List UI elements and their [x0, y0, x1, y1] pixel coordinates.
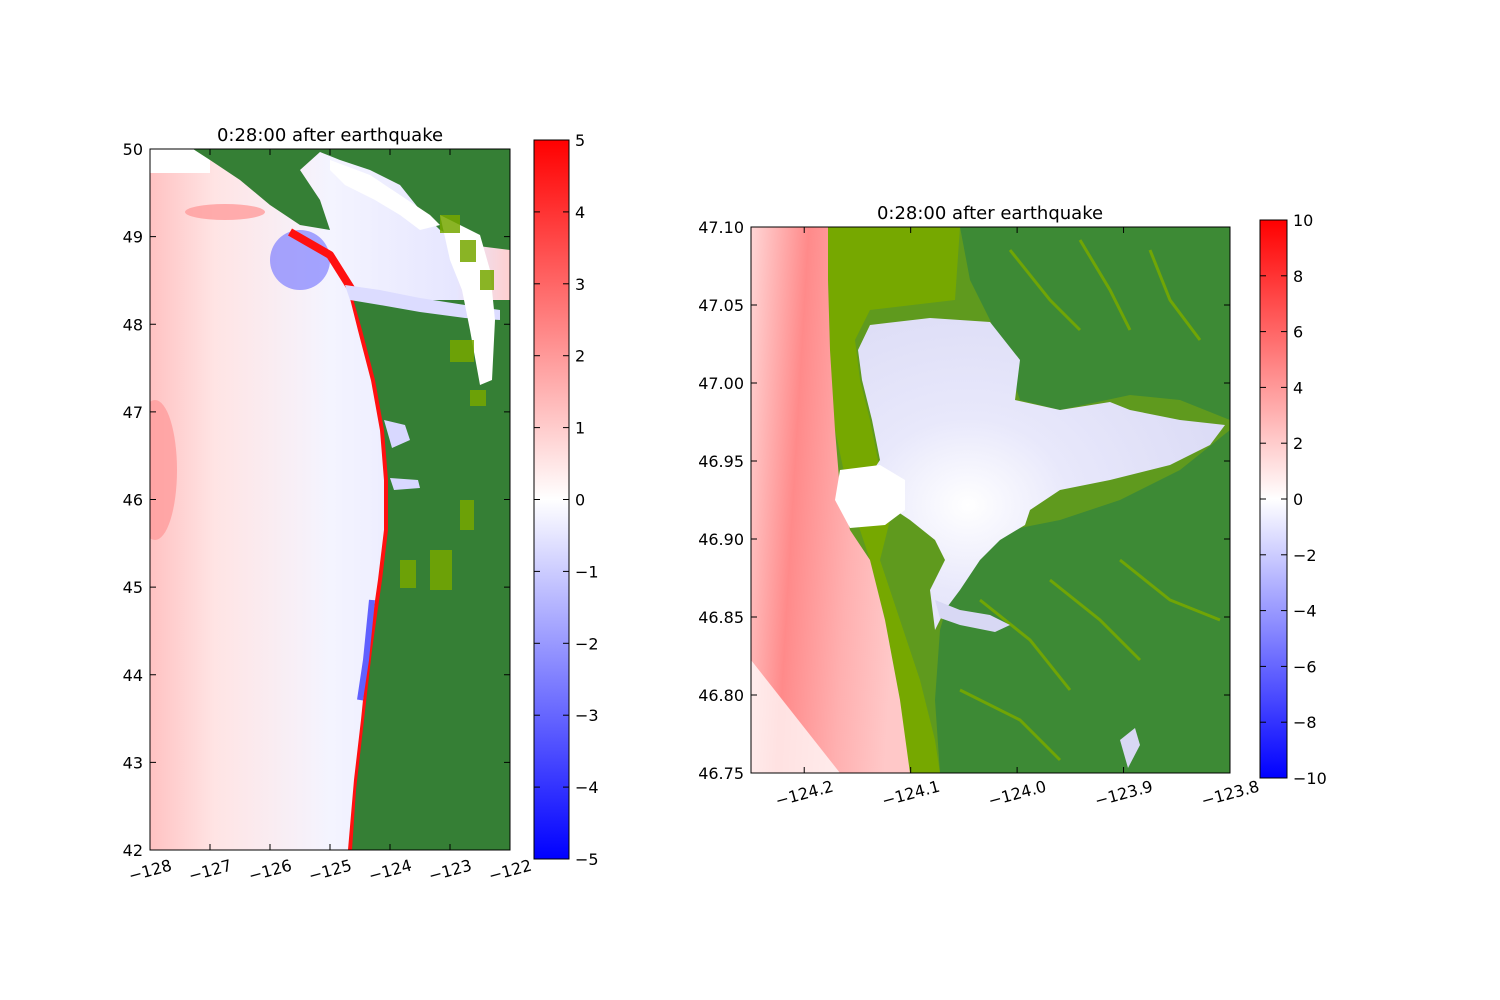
colorbar-tick-label: −3 [575, 706, 599, 725]
panel1-estuary [384, 420, 420, 490]
panel2-title: 0:28:00 after earthquake [877, 203, 1103, 224]
panel2-map [751, 227, 1230, 773]
colorbar-tick-label: 2 [1293, 434, 1303, 453]
colorbar-tick-label: 2 [575, 347, 585, 366]
panel2-frame [750, 226, 1231, 774]
y-tick-label: 44 [123, 666, 143, 685]
colorbar-tick-label: −4 [1293, 602, 1317, 621]
x-tick-label: −123.9 [1093, 777, 1155, 811]
y-tick-label: 46.95 [698, 452, 744, 471]
x-tick-label: −123.8 [1199, 777, 1261, 811]
colorbar-tick-label: 5 [575, 131, 585, 150]
colorbar-tick-label: 0 [1293, 490, 1303, 509]
y-tick-label: 50 [123, 140, 143, 159]
panel1-puget-sound [440, 215, 495, 385]
y-tick-label: 46.75 [698, 764, 744, 783]
panel1-strait [345, 285, 500, 320]
panel1-ocean-pos-patch [150, 400, 177, 540]
colorbar-tick-label: 4 [575, 203, 585, 222]
panel1-coastal-wave-blue [357, 599, 375, 701]
panel2-ridges [959, 239, 1221, 762]
panel2-upland-north [960, 227, 1230, 420]
colorbar-tick-label: −4 [575, 778, 599, 797]
x-tick-label: −122 [486, 856, 533, 886]
y-tick-label: 46 [123, 491, 143, 510]
panel2-bay [858, 318, 1225, 630]
colorbar-tick-label: −10 [1293, 769, 1327, 788]
y-tick-label: 46.85 [698, 608, 744, 627]
panel2-upland-south [935, 430, 1230, 773]
panel1-title: 0:28:00 after earthquake [217, 125, 443, 146]
y-tick-label: 46.90 [698, 530, 744, 549]
panel2-south-channel [935, 600, 1010, 632]
colorbar-tick-label: −2 [1293, 546, 1317, 565]
y-tick-label: 42 [123, 841, 143, 860]
colorbar-tick-label: −5 [575, 850, 599, 869]
y-tick-label: 49 [123, 228, 143, 247]
colorbar-tick-label: −1 [575, 562, 599, 581]
y-tick-label: 47 [123, 403, 143, 422]
x-tick-label: −124.0 [986, 777, 1048, 811]
panel2-colorbar-ticks: 10 8 6 4 2 0 −2 −4 −6 −8 −10 [1260, 211, 1327, 788]
colorbar-tick-label: 1 [575, 419, 585, 438]
x-tick-label: −127 [186, 856, 233, 886]
colorbar-tick-label: −8 [1293, 713, 1317, 732]
panel1-ocean-pos-patch-north [185, 204, 265, 220]
colorbar-tick-label: 0 [575, 491, 585, 510]
panel2-ocean-corner [751, 660, 840, 773]
x-tick-label: −124.2 [773, 777, 835, 811]
y-tick-label: 47.00 [698, 374, 744, 393]
x-tick-label: −124.1 [880, 777, 942, 811]
y-tick-label: 45 [123, 578, 143, 597]
colorbar-tick-label: 6 [1293, 323, 1303, 342]
panel-left: 0:28:00 after earthquake [123, 125, 599, 885]
panel1-colorbar-ticks: 5 4 3 2 1 0 −1 −2 −3 −4 −5 [534, 131, 599, 869]
colorbar-tick-label: 8 [1293, 267, 1303, 286]
x-tick-label: −124 [366, 856, 413, 886]
panel1-sound-north [330, 160, 440, 230]
y-tick-label: 43 [123, 753, 143, 772]
panel1-highland [400, 215, 494, 590]
panel-right: 0:28:00 after earthquake [698, 203, 1327, 810]
panel1-land [193, 149, 510, 850]
colorbar-tick-label: 4 [1293, 378, 1303, 397]
panel2-inlet [835, 465, 905, 528]
y-tick-label: 48 [123, 315, 143, 334]
x-tick-label: −126 [246, 856, 293, 886]
panel2-south-creek [1120, 728, 1140, 768]
colorbar-tick-label: 3 [575, 275, 585, 294]
colorbar-tick-label: 10 [1293, 211, 1313, 230]
colorbar-tick-label: −2 [575, 634, 599, 653]
x-tick-label: −125 [306, 856, 353, 886]
y-tick-label: 47.05 [698, 296, 744, 315]
panel2-ocean [751, 227, 910, 773]
y-tick-label: 47.10 [698, 218, 744, 237]
colorbar-tick-label: −6 [1293, 657, 1317, 676]
x-tick-label: −128 [126, 856, 173, 886]
y-tick-label: 46.80 [698, 686, 744, 705]
panel1-map [150, 149, 510, 850]
x-tick-label: −123 [426, 856, 473, 886]
